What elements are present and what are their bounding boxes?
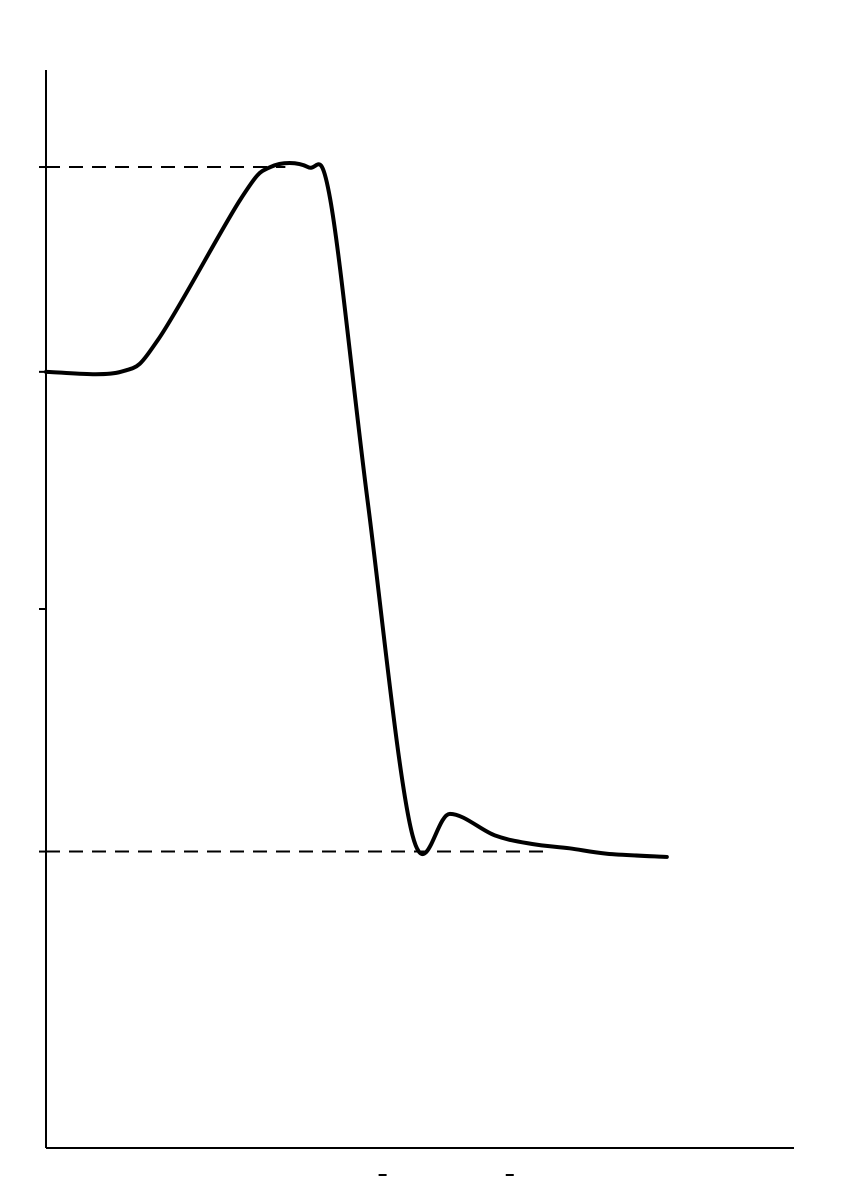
profile-curve-0 xyxy=(44,160,669,859)
series xyxy=(44,160,669,859)
ticks xyxy=(39,166,514,1176)
axes xyxy=(45,70,794,1149)
guides xyxy=(46,166,548,853)
